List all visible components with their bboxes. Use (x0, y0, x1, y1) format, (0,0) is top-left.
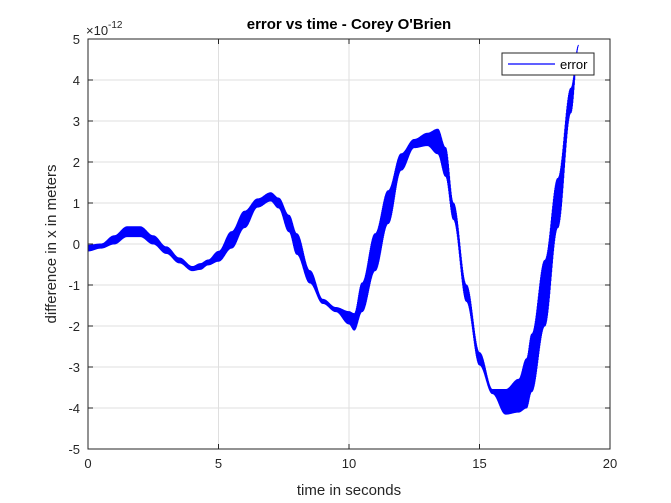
y-exponent-base: ×10 (86, 23, 108, 38)
ticks-group: 0 5 10 15 20 -5 -4 -3 -2 -1 0 1 2 3 4 5 (68, 32, 617, 471)
y-tick-label: 0 (73, 237, 80, 252)
y-tick-label: 1 (73, 196, 80, 211)
x-axis-label: time in seconds (297, 482, 401, 499)
y-tick-label: -5 (68, 442, 80, 457)
y-exponent-label: ×10 -12 (86, 20, 123, 38)
y-tick-label: 2 (73, 155, 80, 170)
x-tick-label: 20 (603, 456, 617, 471)
x-tick-label: 15 (472, 456, 486, 471)
x-tick-label: 5 (215, 456, 222, 471)
chart-title: error vs time - Corey O'Brien (247, 16, 451, 33)
y-tick-label: 3 (73, 114, 80, 129)
x-tick-label: 10 (342, 456, 356, 471)
y-tick-label: -3 (68, 360, 80, 375)
series-line-error (87, 44, 579, 415)
x-tick-label: 0 (84, 456, 91, 471)
y-exponent-power: -12 (108, 20, 123, 31)
legend-label-error: error (560, 57, 588, 72)
y-tick-label: -2 (68, 319, 80, 334)
y-tick-label: -1 (68, 278, 80, 293)
y-tick-label: 4 (73, 73, 80, 88)
y-axis-label: difference in x in meters (43, 165, 60, 324)
series-group (87, 44, 579, 415)
y-tick-label: -4 (68, 401, 80, 416)
legend: error (501, 52, 595, 76)
y-tick-label: 5 (73, 32, 80, 47)
